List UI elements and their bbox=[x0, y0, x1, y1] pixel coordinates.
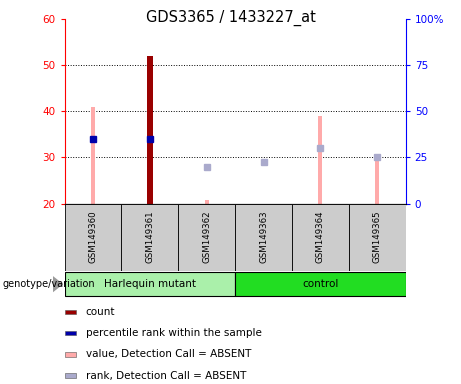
Bar bbox=[65, 373, 76, 378]
Bar bbox=[65, 331, 76, 335]
Bar bbox=[319, 116, 322, 204]
Bar bbox=[292, 204, 349, 271]
Text: GSM149365: GSM149365 bbox=[373, 211, 382, 263]
Text: GSM149363: GSM149363 bbox=[259, 211, 268, 263]
Polygon shape bbox=[53, 276, 63, 292]
Text: GSM149362: GSM149362 bbox=[202, 211, 211, 263]
Text: value, Detection Call = ABSENT: value, Detection Call = ABSENT bbox=[86, 349, 251, 359]
Bar bbox=[121, 204, 178, 271]
Bar bbox=[349, 204, 406, 271]
Bar bbox=[91, 107, 95, 204]
Bar bbox=[147, 56, 153, 204]
Text: GSM149364: GSM149364 bbox=[316, 211, 325, 263]
Bar bbox=[178, 204, 235, 271]
Bar bbox=[65, 352, 76, 357]
Bar bbox=[235, 272, 406, 296]
Bar bbox=[65, 204, 121, 271]
Text: count: count bbox=[86, 307, 115, 317]
Bar bbox=[375, 157, 379, 204]
Text: Harlequin mutant: Harlequin mutant bbox=[104, 279, 196, 289]
Bar bbox=[65, 310, 76, 314]
Bar bbox=[235, 204, 292, 271]
Text: GSM149361: GSM149361 bbox=[145, 211, 154, 263]
Text: control: control bbox=[302, 279, 338, 289]
Bar bbox=[205, 200, 209, 204]
Text: GSM149360: GSM149360 bbox=[89, 211, 97, 263]
Text: genotype/variation: genotype/variation bbox=[2, 279, 95, 289]
Bar bbox=[65, 272, 235, 296]
Text: rank, Detection Call = ABSENT: rank, Detection Call = ABSENT bbox=[86, 371, 246, 381]
Text: percentile rank within the sample: percentile rank within the sample bbox=[86, 328, 262, 338]
Text: GDS3365 / 1433227_at: GDS3365 / 1433227_at bbox=[146, 10, 315, 26]
